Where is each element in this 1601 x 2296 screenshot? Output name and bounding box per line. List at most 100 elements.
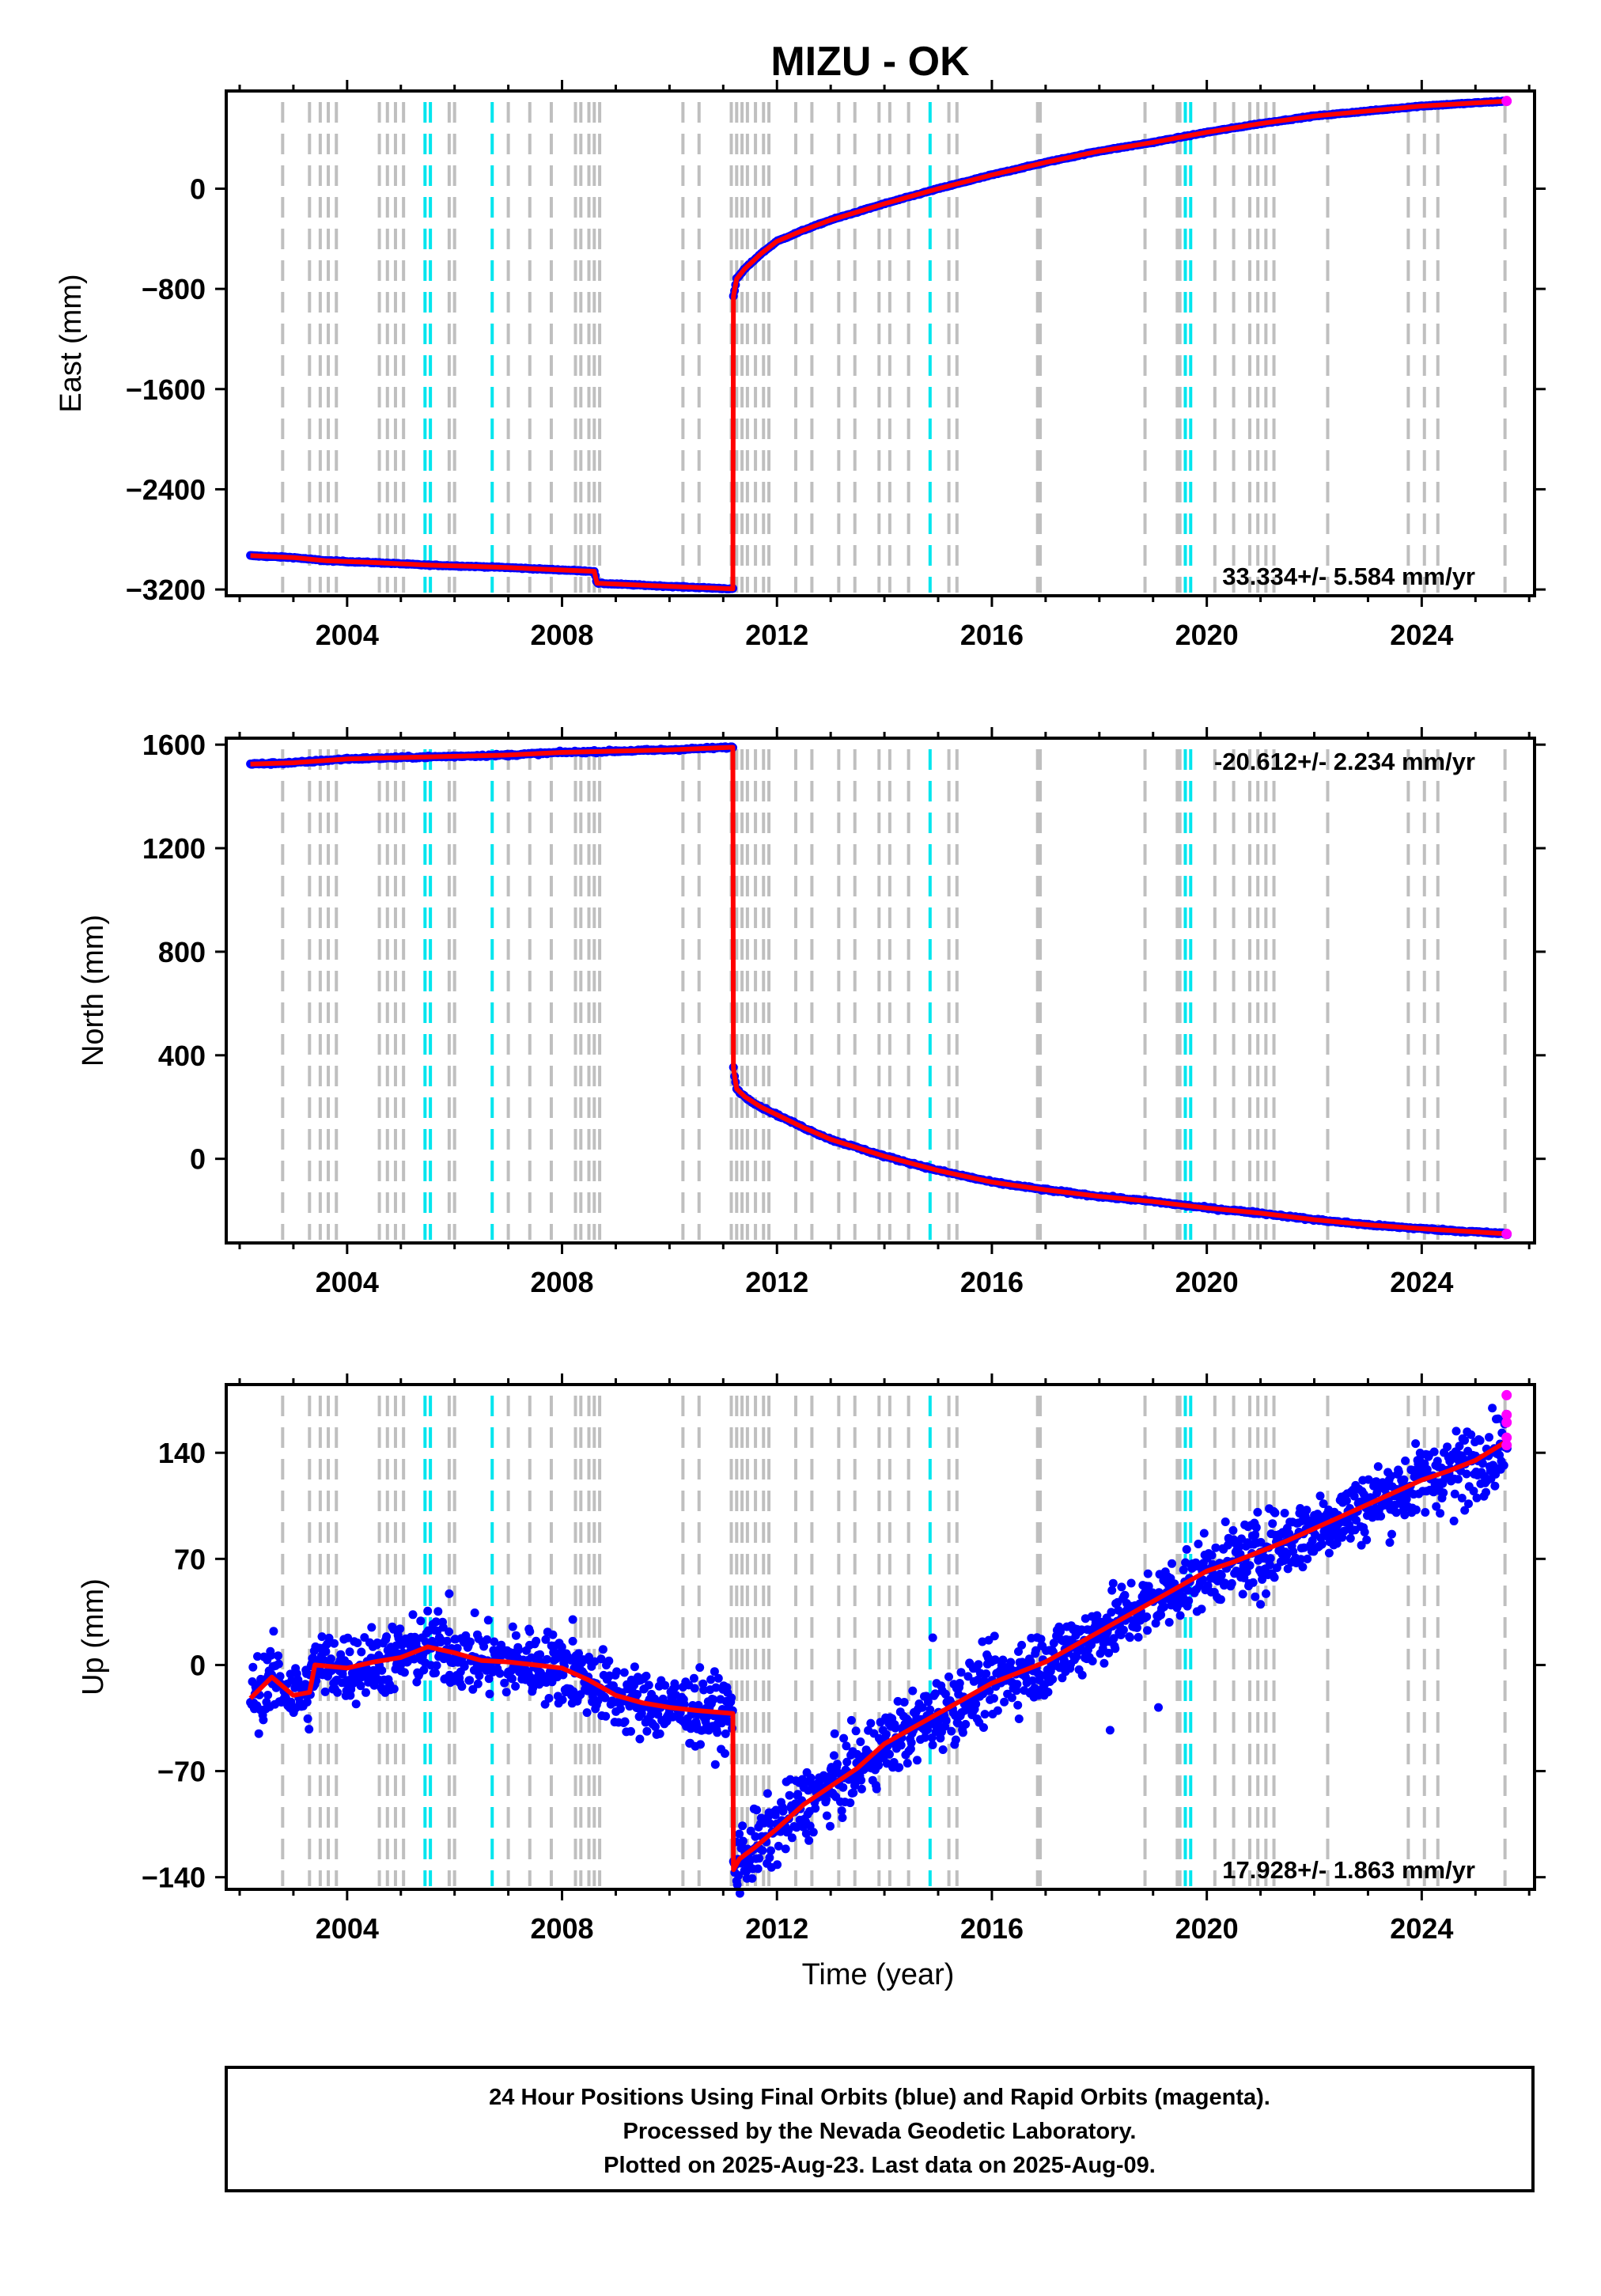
final-orbit-point [1059, 1656, 1069, 1665]
final-orbit-point [973, 1675, 982, 1684]
final-orbit-point [1411, 1439, 1421, 1449]
x-tick-label: 2020 [1175, 1266, 1239, 1298]
final-orbit-point [833, 1760, 842, 1769]
final-orbit-point [483, 1616, 493, 1625]
final-orbit-point [1043, 1688, 1053, 1697]
final-orbit-point [1217, 1570, 1226, 1580]
final-orbit-point [856, 1737, 865, 1746]
final-orbit-point [549, 1648, 558, 1657]
final-orbit-point [655, 1729, 664, 1738]
final-orbit-point [1317, 1540, 1327, 1549]
final-orbit-point [1467, 1430, 1476, 1439]
final-orbit-point [703, 1711, 712, 1721]
final-orbit-point [941, 1689, 950, 1699]
plot-frame [225, 1383, 1536, 1891]
final-orbit-point [1000, 1697, 1009, 1707]
final-orbit-point [846, 1798, 855, 1808]
x-tick-label: 2004 [316, 1912, 379, 1945]
final-orbit-point [971, 1699, 981, 1709]
final-orbit-point [1453, 1475, 1463, 1484]
final-orbit-point [274, 1651, 283, 1661]
final-orbit-point [274, 1659, 283, 1669]
final-orbit-point [998, 1655, 1008, 1665]
rapid-orbit-point [1501, 1229, 1512, 1240]
final-orbit-point [908, 1686, 918, 1695]
final-orbit-point [1251, 1592, 1260, 1601]
final-orbit-point [1253, 1507, 1262, 1517]
final-orbit-point [1270, 1573, 1279, 1582]
final-orbit-point [1143, 1626, 1152, 1635]
final-orbit-point [906, 1738, 916, 1748]
final-orbit-point [248, 1662, 258, 1672]
final-orbit-point [382, 1632, 392, 1642]
final-orbit-point [724, 1717, 733, 1726]
final-orbit-point [1228, 1525, 1238, 1535]
x-tick-label: 2008 [530, 619, 593, 651]
final-orbit-point [710, 1667, 719, 1677]
final-orbit-point [1439, 1488, 1448, 1498]
final-orbit-point [305, 1725, 314, 1734]
final-orbit-point [1373, 1462, 1383, 1472]
final-orbit-point [842, 1757, 852, 1767]
final-orbit-point [771, 1805, 781, 1815]
final-orbit-point [738, 1821, 748, 1831]
trend-line [250, 744, 1508, 1237]
final-orbit-point [822, 1811, 831, 1821]
final-orbit-point [396, 1624, 405, 1634]
final-orbit-point [751, 1832, 760, 1841]
x-tick-label: 2024 [1390, 619, 1453, 651]
x-tick-label: 2024 [1390, 1266, 1453, 1298]
final-orbit-point [1111, 1644, 1120, 1654]
final-orbit-point [1346, 1533, 1355, 1543]
final-orbit-point [872, 1784, 881, 1794]
final-orbit-point [1221, 1517, 1230, 1526]
final-orbit-point [1256, 1600, 1266, 1609]
final-orbit-point [830, 1729, 839, 1738]
final-orbit-point [1126, 1633, 1134, 1642]
final-orbit-point [1151, 1619, 1160, 1628]
x-tick-label: 2012 [745, 1266, 808, 1298]
final-orbit-point [993, 1706, 1002, 1715]
final-orbit-point [466, 1637, 475, 1646]
final-orbit-point [1432, 1502, 1441, 1511]
final-orbit-point [748, 1874, 757, 1883]
final-orbit-point [1450, 1489, 1459, 1498]
final-orbit-point [671, 1682, 680, 1692]
final-orbit-point [758, 1846, 767, 1855]
final-orbit-point [612, 1667, 622, 1677]
final-orbit-point [642, 1726, 652, 1736]
final-orbit-point [508, 1674, 517, 1684]
final-orbit-point [626, 1726, 635, 1736]
y-tick-label: 70 [174, 1543, 206, 1575]
final-orbit-point [259, 1715, 268, 1725]
final-orbit-point [1436, 1509, 1445, 1518]
final-orbit-point [1245, 1561, 1255, 1570]
y-tick-label: −2400 [126, 473, 206, 506]
final-orbit-point [543, 1654, 551, 1664]
final-orbit-point [1296, 1555, 1305, 1564]
y-axis-label: North (mm) [77, 915, 110, 1067]
final-orbit-point [1154, 1703, 1164, 1712]
final-orbit-point [1376, 1511, 1386, 1521]
final-orbit-point [596, 1654, 606, 1664]
final-orbit-point [353, 1639, 362, 1647]
final-orbit-point [899, 1698, 909, 1707]
final-orbit-point [445, 1589, 454, 1598]
final-orbit-point [604, 1656, 614, 1665]
final-orbit-point [849, 1788, 858, 1798]
final-orbit-point [1262, 1589, 1270, 1598]
final-orbit-point [1017, 1640, 1027, 1650]
final-orbit-point [1475, 1436, 1485, 1445]
final-orbit-point [1100, 1658, 1109, 1668]
rapid-orbit-point [1501, 1440, 1512, 1451]
final-orbit-point [431, 1617, 441, 1627]
final-orbit-point [1012, 1686, 1021, 1695]
final-orbit-point [1104, 1648, 1114, 1658]
final-orbit-point [804, 1836, 814, 1845]
final-orbit-point [753, 1864, 763, 1874]
final-orbit-point [1049, 1639, 1058, 1648]
final-orbit-point [301, 1680, 310, 1689]
x-tick-label: 2020 [1175, 1912, 1239, 1945]
final-orbit-point [826, 1821, 835, 1831]
final-orbit-point [721, 1749, 729, 1758]
